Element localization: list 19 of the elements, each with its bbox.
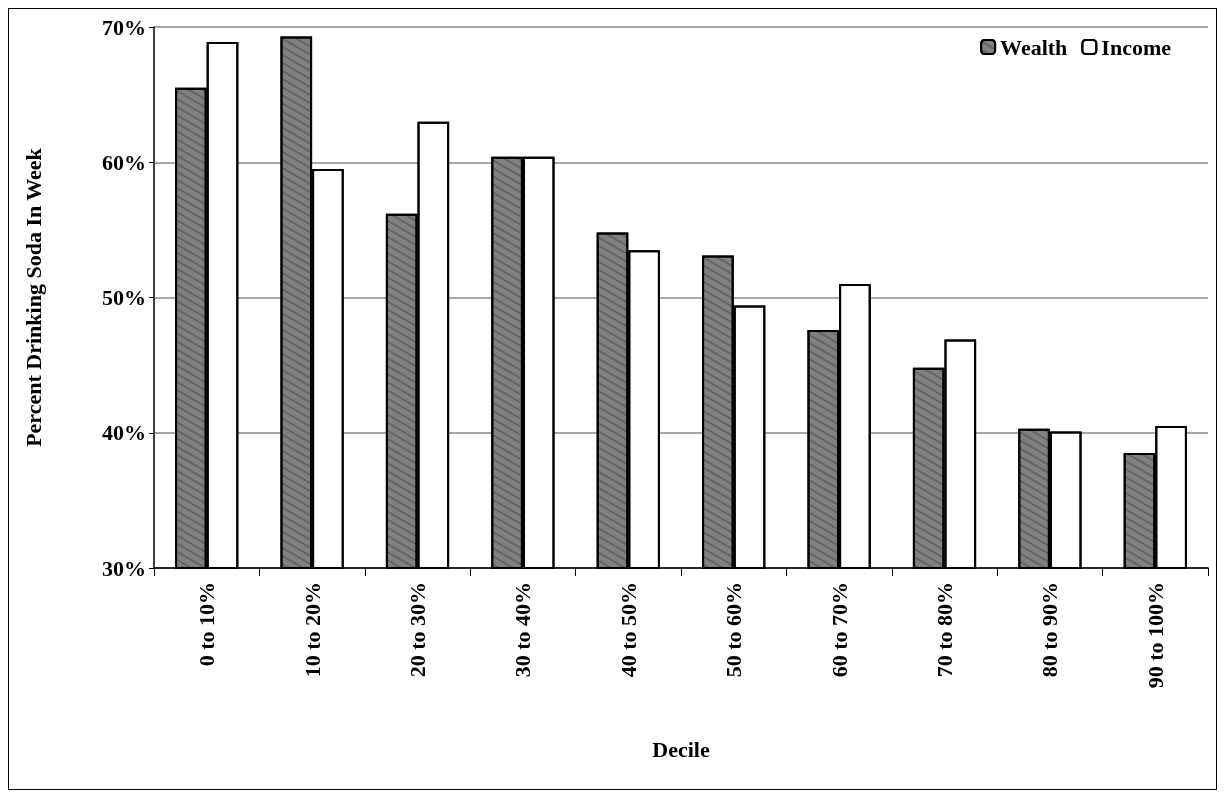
x-tick-label: 0 to 10%	[194, 582, 220, 667]
x-axis-title: Decile	[652, 736, 710, 762]
y-tick-label: 70%	[102, 14, 146, 40]
x-tick-label: 60 to 70%	[826, 582, 852, 678]
y-tick-label: 40%	[102, 420, 146, 446]
x-tick-label: 80 to 90%	[1037, 582, 1063, 678]
x-tick-label: 50 to 60%	[721, 582, 747, 678]
x-tick-label: 70 to 80%	[932, 582, 957, 678]
x-tick-label: 20 to 30%	[405, 582, 430, 678]
legend-label: Wealth	[1000, 34, 1068, 60]
y-tick-label: 60%	[102, 149, 146, 175]
x-tick-label: 30 to 40%	[510, 582, 536, 678]
y-axis-title: Percent Drinking Soda In Week	[20, 147, 46, 447]
y-tick-label: 50%	[102, 285, 146, 310]
y-tick-label: 30%	[102, 555, 146, 581]
x-tick-label: 10 to 20%	[299, 582, 325, 678]
x-tick-label: 40 to 50%	[615, 582, 641, 678]
legend-label: Income	[1101, 34, 1172, 60]
x-tick-label: 90 to 100%	[1142, 582, 1168, 689]
